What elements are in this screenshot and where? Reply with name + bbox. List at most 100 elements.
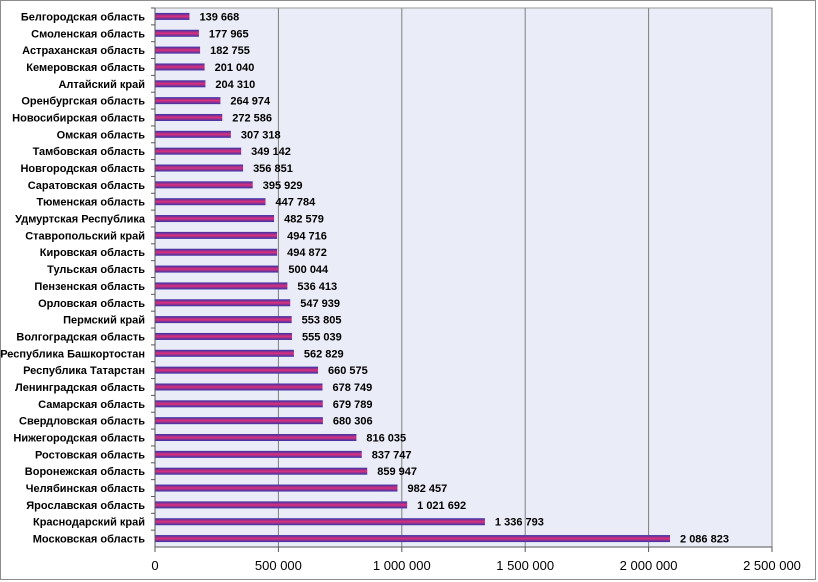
data-label: 536 413 (297, 281, 337, 293)
data-label: 2 086 823 (680, 534, 729, 546)
data-label: 177 965 (209, 28, 249, 40)
category-label: Новгородская область (20, 163, 145, 175)
category-label: Краснодарский край (33, 517, 145, 529)
data-label: 482 579 (284, 214, 324, 226)
data-label: 1 021 692 (417, 500, 466, 512)
bar (155, 147, 242, 155)
data-label: 553 805 (302, 315, 342, 327)
bar (155, 383, 323, 391)
category-label: Нижегородская область (13, 433, 145, 445)
data-label: 547 939 (300, 298, 340, 310)
category-label: Воронежская область (25, 466, 145, 478)
bar (155, 450, 362, 458)
data-label: 678 749 (333, 382, 373, 394)
category-label: Саратовская область (28, 180, 146, 192)
bar (155, 113, 223, 121)
data-label: 139 668 (199, 11, 239, 23)
bar (155, 265, 279, 273)
data-label: 307 318 (241, 129, 281, 141)
bar (155, 501, 408, 509)
data-label: 272 586 (232, 112, 272, 124)
category-label: Тамбовская область (33, 146, 146, 158)
axes (151, 7, 773, 552)
bar (155, 80, 206, 88)
bar (155, 215, 275, 223)
bar (155, 434, 357, 442)
data-label: 494 872 (287, 247, 327, 259)
bar (155, 366, 319, 374)
category-label: Республика Татарстан (23, 365, 145, 377)
bar (155, 535, 671, 543)
data-label: 204 310 (215, 79, 255, 91)
data-label: 816 035 (366, 433, 406, 445)
bar (155, 164, 244, 172)
data-label: 660 575 (328, 365, 368, 377)
category-label: Астраханская область (22, 45, 145, 57)
bar (155, 332, 292, 340)
data-label: 356 851 (253, 163, 293, 175)
bar (155, 97, 221, 105)
data-label: 500 044 (288, 264, 329, 276)
labels: 0 500 000 1 000 000 1 500 000 2 000 000 2 500… (1, 11, 801, 573)
data-label: 555 039 (302, 331, 342, 343)
data-label: 680 306 (333, 416, 373, 428)
data-label: 859 947 (377, 466, 417, 478)
category-label: Московская область (33, 534, 145, 546)
data-label: 264 974 (230, 96, 271, 108)
bar (155, 198, 266, 206)
category-label: Оренбургская область (21, 96, 145, 108)
category-label: Пензенская область (34, 281, 145, 293)
category-label: Ленинградская область (15, 382, 145, 394)
bar (155, 181, 253, 189)
x-tick-label: 500 000 (255, 558, 302, 573)
x-tick-label: 2 500 000 (743, 558, 801, 573)
bar (155, 63, 205, 71)
data-label: 1 336 793 (495, 517, 544, 529)
category-label: Ставропольский край (25, 230, 145, 242)
bar (155, 417, 323, 425)
category-label: Свердловская область (19, 416, 145, 428)
bar (155, 400, 323, 408)
bar (155, 46, 201, 54)
category-label: Республика Башкортостан (1, 348, 145, 360)
bar (155, 130, 231, 138)
data-label: 182 755 (210, 45, 250, 57)
category-label: Тульская область (47, 264, 145, 276)
category-label: Кировская область (40, 247, 145, 259)
category-label: Удмуртская Республика (15, 214, 146, 226)
bar (155, 231, 278, 239)
bar (155, 282, 288, 290)
category-label: Самарская область (38, 399, 145, 411)
category-label: Новосибирская область (12, 112, 145, 124)
category-label: Омская область (57, 129, 146, 141)
data-label: 837 747 (372, 449, 412, 461)
category-label: Челябинская область (26, 483, 146, 495)
bar (155, 12, 190, 20)
data-label: 447 784 (276, 197, 317, 209)
bar (155, 29, 199, 37)
data-label: 201 040 (215, 62, 255, 74)
data-label: 494 716 (287, 230, 327, 242)
data-label: 562 829 (304, 348, 344, 360)
bar (155, 484, 398, 492)
category-label: Волгоградская область (16, 331, 145, 343)
x-tick-label: 2 000 000 (620, 558, 678, 573)
bars (155, 12, 671, 543)
data-label: 982 457 (407, 483, 447, 495)
category-label: Тюменская область (36, 197, 145, 209)
x-tick-label: 0 (151, 558, 158, 573)
bar (155, 349, 294, 357)
bar (155, 299, 291, 307)
category-label: Орловская область (38, 298, 145, 310)
bar (155, 467, 368, 475)
bar (155, 518, 485, 526)
category-label: Белгородская область (21, 11, 145, 23)
category-label: Кемеровская область (26, 62, 145, 74)
x-tick-label: 1 500 000 (496, 558, 554, 573)
category-label: Пермский край (63, 315, 145, 327)
data-label: 349 142 (251, 146, 291, 158)
data-label: 395 929 (263, 180, 303, 192)
bar (155, 316, 292, 324)
